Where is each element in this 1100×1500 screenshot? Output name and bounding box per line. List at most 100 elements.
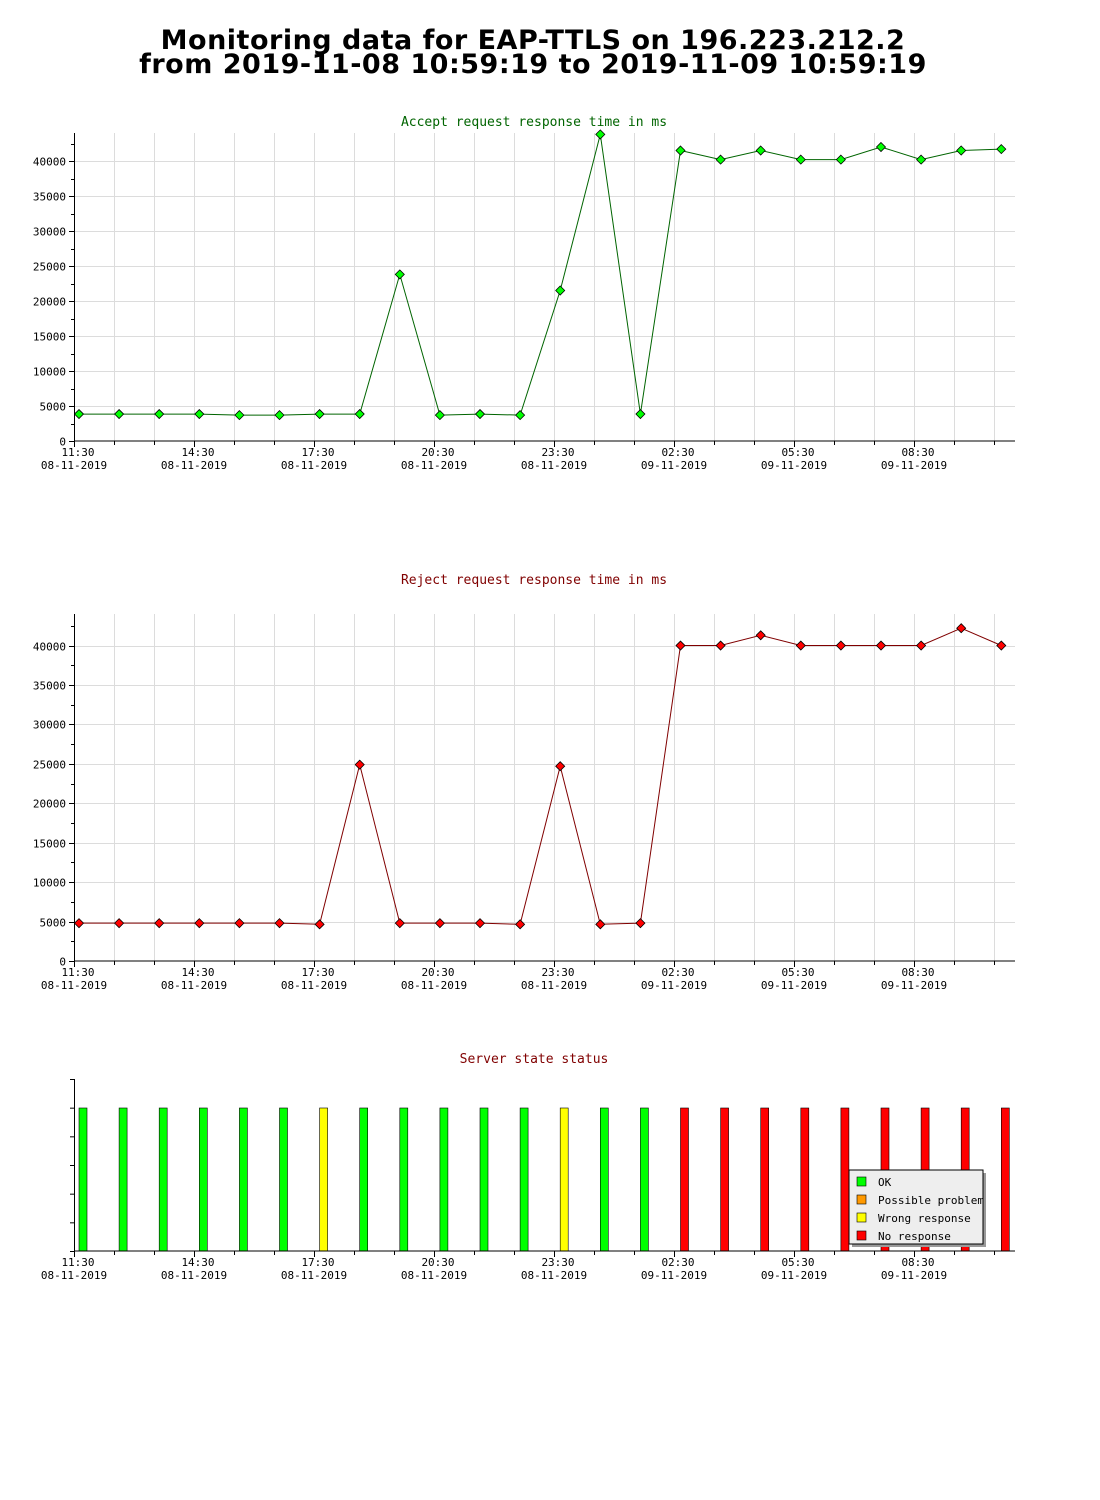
- data-point-marker: [394, 918, 405, 929]
- data-point-marker: [354, 759, 365, 770]
- x-tick-date-label: 08-11-2019: [401, 1269, 467, 1282]
- status-bar: [800, 1107, 810, 1252]
- status-chart-2: Server state status OK Possible problem Wro…: [70, 1052, 1010, 1252]
- y-tick-label: 25000: [33, 759, 66, 772]
- data-point-marker: [555, 761, 566, 772]
- data-point-marker: [394, 269, 405, 280]
- data-point-marker: [314, 919, 325, 930]
- x-tick-date-label: 09-11-2019: [641, 979, 707, 992]
- y-tick-label: 10000: [33, 877, 66, 890]
- x-tick-time-label: 02:30: [661, 446, 694, 459]
- status-bar: [78, 1107, 88, 1252]
- data-point-marker: [274, 918, 285, 929]
- data-point-marker: [474, 918, 486, 929]
- y-tick-label: 40000: [33, 156, 66, 169]
- data-point-marker: [154, 918, 165, 929]
- data-point-marker: [715, 640, 726, 651]
- x-tick-time-label: 11:30: [61, 446, 94, 459]
- x-tick-date-label: 08-11-2019: [521, 1269, 587, 1282]
- status-bar: [319, 1107, 328, 1252]
- chart-title: Server state status: [460, 1052, 609, 1067]
- data-point-marker: [956, 623, 967, 634]
- x-tick-date-label: 08-11-2019: [521, 459, 587, 472]
- line-chart-1: Reject request response time in ms 0 5000 1…: [33, 573, 1015, 969]
- data-point-marker: [795, 640, 806, 651]
- status-bar: [158, 1107, 168, 1252]
- data-point-marker: [675, 640, 686, 651]
- x-tick-date-label: 08-11-2019: [41, 979, 107, 992]
- x-tick-time-label: 08:30: [901, 446, 934, 459]
- data-point-marker: [354, 408, 365, 420]
- series-line: [79, 134, 1002, 416]
- status-bar: [439, 1107, 449, 1252]
- x-tick-time-label: 08:30: [901, 966, 934, 979]
- status-bar: [359, 1107, 369, 1252]
- status-bar: [239, 1107, 248, 1252]
- data-point-marker: [755, 630, 766, 641]
- x-tick-time-label: 05:30: [781, 966, 814, 979]
- data-point-marker: [996, 144, 1007, 155]
- series-line: [79, 627, 1002, 925]
- x-tick-time-label: 20:30: [421, 446, 454, 459]
- x-tick-date-label: 08-11-2019: [401, 979, 467, 992]
- x-tick-date-label: 08-11-2019: [281, 979, 347, 992]
- x-tick-date-label: 08-11-2019: [401, 459, 467, 472]
- x-tick-time-label: 20:30: [421, 966, 454, 979]
- data-point-marker: [274, 410, 285, 421]
- status-bar: [199, 1107, 208, 1252]
- data-point-marker: [635, 408, 646, 420]
- x-tick-date-label: 08-11-2019: [281, 1269, 347, 1282]
- data-point-marker: [835, 640, 846, 651]
- status-bar: [720, 1107, 729, 1252]
- data-point-marker: [715, 154, 726, 165]
- data-point-marker: [635, 918, 646, 929]
- x-tick-time-label: 02:30: [661, 1256, 694, 1269]
- x-tick-date-label: 08-11-2019: [161, 1269, 227, 1282]
- data-point-marker: [875, 141, 887, 153]
- page-title-line-1: Monitoring data for EAP-TTLS on 196.223.…: [160, 25, 906, 56]
- data-point-marker: [234, 918, 245, 929]
- x-tick-date-label: 08-11-2019: [41, 459, 107, 472]
- data-point-marker: [595, 129, 606, 140]
- status-bar: [519, 1107, 529, 1252]
- x-tick-date-label: 09-11-2019: [641, 459, 707, 472]
- legend-label: Wrong response: [878, 1212, 971, 1225]
- data-point-marker: [434, 410, 445, 421]
- y-tick-label: 15000: [33, 331, 66, 344]
- y-tick-label: 30000: [33, 226, 66, 239]
- x-tick-time-label: 17:30: [301, 1256, 334, 1269]
- y-tick-label: 15000: [33, 838, 66, 851]
- y-tick-label: 25000: [33, 261, 66, 274]
- x-tick-time-label: 14:30: [181, 446, 214, 459]
- data-point-marker: [194, 918, 205, 929]
- x-tick-time-label: 23:30: [541, 966, 574, 979]
- data-point-marker: [73, 918, 85, 929]
- y-tick-label: 10000: [33, 366, 66, 379]
- legend-swatch: [856, 1194, 867, 1205]
- x-tick-date-label: 09-11-2019: [641, 1269, 707, 1282]
- chart-title: Accept request response time in ms: [401, 115, 667, 130]
- data-point-marker: [114, 918, 125, 929]
- x-tick-date-label: 09-11-2019: [881, 1269, 947, 1282]
- x-tick-date-label: 09-11-2019: [761, 459, 827, 472]
- legend-swatch: [856, 1212, 867, 1223]
- status-bar: [1000, 1107, 1010, 1252]
- x-axis-2: 11:3008-11-201914:3008-11-201917:3008-11…: [41, 1250, 1015, 1282]
- status-bar: [640, 1107, 649, 1252]
- legend-box: [848, 1169, 984, 1245]
- y-tick-label: 20000: [33, 296, 66, 309]
- data-point-marker: [916, 640, 927, 651]
- data-point-marker: [314, 408, 325, 420]
- status-bar: [680, 1107, 689, 1252]
- x-tick-time-label: 20:30: [421, 1256, 454, 1269]
- x-tick-date-label: 08-11-2019: [161, 459, 227, 472]
- line-chart-0: Accept request response time in ms 0 5000 1…: [33, 115, 1015, 449]
- y-tick-label: 35000: [33, 680, 66, 693]
- status-bar: [399, 1107, 409, 1252]
- data-point-marker: [515, 919, 526, 930]
- data-point-marker: [114, 408, 125, 420]
- legend-label: Possible problem: [878, 1194, 984, 1207]
- x-tick-date-label: 08-11-2019: [161, 979, 227, 992]
- data-point-marker: [555, 285, 566, 296]
